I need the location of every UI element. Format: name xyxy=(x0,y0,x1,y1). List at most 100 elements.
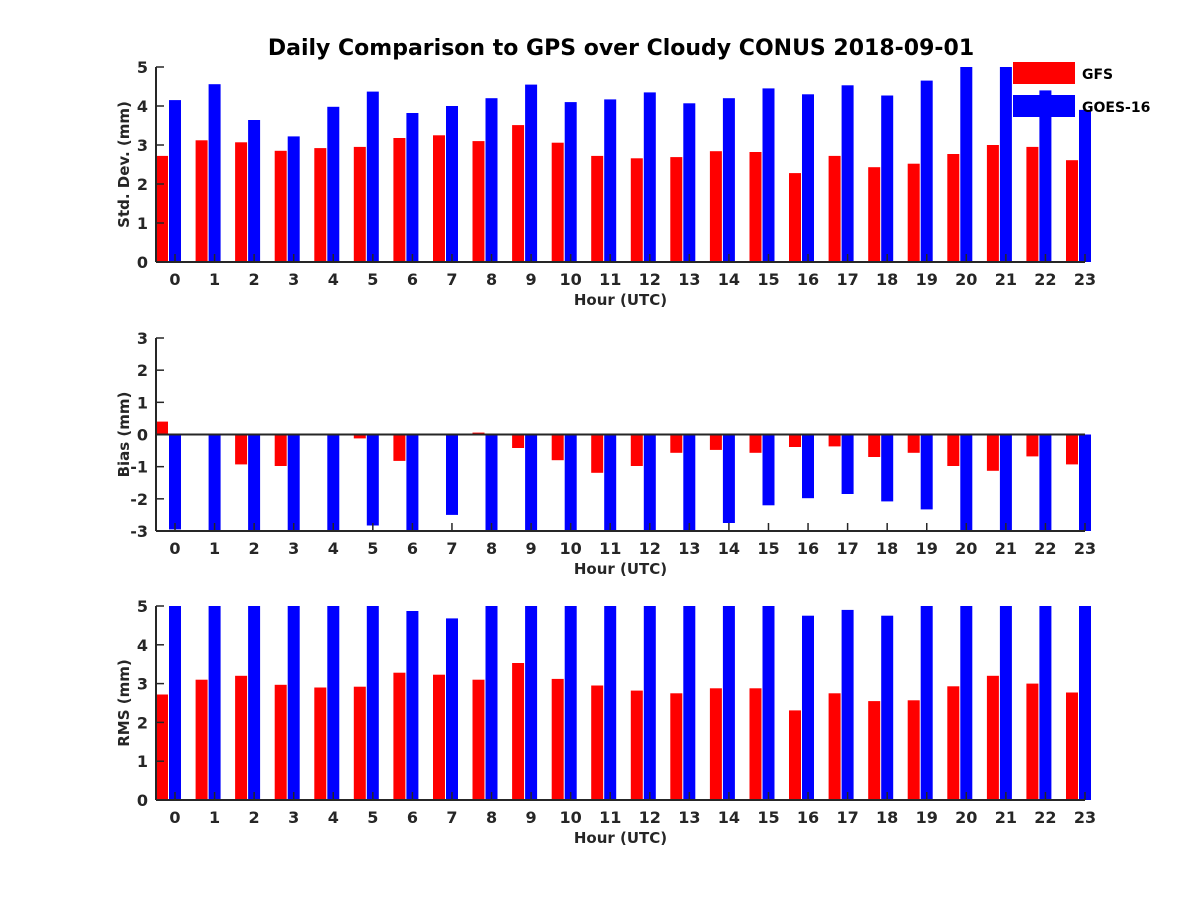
y-tick-label: 1 xyxy=(137,752,148,771)
bar-gfs-11 xyxy=(591,685,604,800)
bar-goes-16-18 xyxy=(881,95,894,262)
bar-goes-16-2 xyxy=(248,120,261,262)
bar-goes-16-9 xyxy=(525,84,538,262)
bar-goes-16-3 xyxy=(287,434,300,531)
bar-gfs-1 xyxy=(195,679,208,800)
bar-goes-16-22 xyxy=(1039,434,1052,531)
y-tick-label: 0 xyxy=(137,253,148,272)
bar-gfs-13 xyxy=(670,157,683,262)
bar-gfs-7 xyxy=(433,135,445,263)
bar-goes-16-4 xyxy=(327,106,340,262)
bar-gfs-8 xyxy=(472,141,485,262)
bar-goes-16-12 xyxy=(643,92,656,263)
bar-gfs-1 xyxy=(195,140,208,262)
bar-goes-16-9 xyxy=(525,434,538,531)
x-tick-label: 20 xyxy=(955,808,977,827)
bar-gfs-19 xyxy=(907,163,920,262)
x-tick-label: 14 xyxy=(718,808,740,827)
bar-gfs-7 xyxy=(433,674,445,800)
bar-goes-16-16 xyxy=(802,434,814,499)
bar-gfs-21 xyxy=(986,434,999,471)
bar-gfs-0 xyxy=(156,421,168,435)
y-axis-label: RMS (mm) xyxy=(115,659,133,746)
y-tick-label: 4 xyxy=(137,97,148,116)
bar-goes-16-0 xyxy=(169,434,181,530)
bar-goes-16-7 xyxy=(446,106,458,262)
bar-gfs-0 xyxy=(156,155,168,262)
bar-goes-16-21 xyxy=(999,67,1012,262)
y-tick-label: 2 xyxy=(137,175,148,194)
x-tick-label: 19 xyxy=(916,539,938,558)
x-tick-label: 17 xyxy=(836,808,858,827)
x-tick-label: 16 xyxy=(797,270,819,289)
bar-goes-16-6 xyxy=(406,434,419,531)
bar-gfs-11 xyxy=(591,155,604,262)
bar-goes-16-22 xyxy=(1039,606,1052,800)
bar-gfs-17 xyxy=(828,693,841,800)
x-tick-label: 2 xyxy=(249,270,260,289)
bar-goes-16-14 xyxy=(722,98,735,262)
bar-goes-16-15 xyxy=(762,88,775,263)
bar-goes-16-19 xyxy=(920,434,933,510)
y-tick-label: 0 xyxy=(137,426,148,445)
bar-goes-16-20 xyxy=(960,434,973,531)
y-tick-label: -3 xyxy=(130,522,148,541)
x-axis-label: Hour (UTC) xyxy=(574,560,667,578)
x-tick-label: 14 xyxy=(718,270,740,289)
bar-goes-16-8 xyxy=(485,434,498,531)
bar-goes-16-23 xyxy=(1079,109,1091,263)
bar-goes-16-22 xyxy=(1039,90,1052,263)
y-tick-label: 4 xyxy=(137,636,148,655)
bar-goes-16-20 xyxy=(960,606,973,800)
bar-gfs-22 xyxy=(1026,683,1039,800)
bar-goes-16-21 xyxy=(999,434,1012,531)
bar-goes-16-11 xyxy=(604,606,617,800)
x-tick-label: 9 xyxy=(526,270,537,289)
bar-gfs-16 xyxy=(789,173,801,262)
x-tick-label: 11 xyxy=(599,539,621,558)
bar-gfs-12 xyxy=(630,158,643,262)
x-tick-label: 9 xyxy=(526,539,537,558)
bar-goes-16-1 xyxy=(208,434,221,531)
bar-gfs-21 xyxy=(986,145,999,262)
x-tick-label: 13 xyxy=(678,808,700,827)
bar-gfs-19 xyxy=(907,434,920,453)
bar-goes-16-15 xyxy=(762,434,775,506)
bar-gfs-13 xyxy=(670,693,683,800)
bar-gfs-8 xyxy=(472,679,485,800)
bar-goes-16-0 xyxy=(169,606,181,800)
bar-gfs-10 xyxy=(551,678,564,800)
legend-swatch-gfs xyxy=(1013,62,1075,84)
x-tick-label: 8 xyxy=(486,539,497,558)
x-tick-label: 3 xyxy=(288,808,299,827)
bar-goes-16-3 xyxy=(287,606,300,800)
bar-gfs-18 xyxy=(868,167,881,262)
bar-goes-16-2 xyxy=(248,606,261,800)
x-tick-label: 17 xyxy=(836,270,858,289)
y-tick-label: 2 xyxy=(137,361,148,380)
x-tick-label: 5 xyxy=(367,808,378,827)
bar-gfs-21 xyxy=(986,675,999,800)
y-tick-label: 5 xyxy=(137,58,148,77)
bar-gfs-15 xyxy=(749,688,762,800)
bar-gfs-20 xyxy=(947,154,960,262)
legend-label: GFS xyxy=(1082,67,1113,83)
x-tick-label: 5 xyxy=(367,539,378,558)
bar-gfs-4 xyxy=(314,148,327,262)
y-tick-label: -2 xyxy=(130,490,148,509)
y-tick-label: -1 xyxy=(130,458,148,477)
x-tick-label: 11 xyxy=(599,270,621,289)
x-tick-label: 4 xyxy=(328,808,339,827)
x-tick-label: 9 xyxy=(526,808,537,827)
bar-goes-16-5 xyxy=(366,434,379,526)
bar-goes-16-10 xyxy=(564,606,577,800)
x-tick-label: 15 xyxy=(757,270,779,289)
x-tick-label: 22 xyxy=(1034,808,1056,827)
bar-gfs-0 xyxy=(156,694,168,800)
bar-gfs-6 xyxy=(393,434,406,461)
bar-gfs-9 xyxy=(512,663,525,800)
bar-gfs-22 xyxy=(1026,434,1039,457)
